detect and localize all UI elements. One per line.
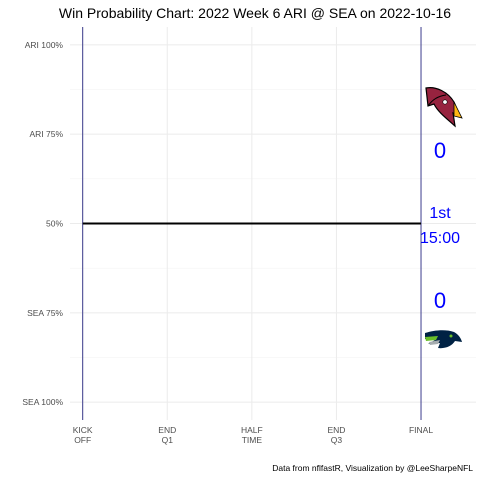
game-quarter: 1st <box>429 205 451 222</box>
x-tick-label: END <box>158 425 176 435</box>
x-tick-label-line2: Q3 <box>331 435 343 445</box>
home-team-score: 0 <box>434 288 446 313</box>
y-tick-labels: ARI 100% ARI 75% 50% SEA 75% SEA 100% <box>22 40 63 407</box>
x-tick-label-line2: OFF <box>74 435 91 445</box>
x-tick-label-line2: TIME <box>242 435 263 445</box>
x-tick-label: FINAL <box>409 425 433 435</box>
chart-title: Win Probability Chart: 2022 Week 6 ARI @… <box>59 5 451 21</box>
x-tick-label: KICK <box>73 425 93 435</box>
y-tick-label: ARI 75% <box>29 129 63 139</box>
game-clock: 15:00 <box>420 230 460 247</box>
seahawks-logo <box>425 330 462 349</box>
y-tick-label: SEA 75% <box>27 308 63 318</box>
x-tick-label: END <box>327 425 345 435</box>
y-tick-label: SEA 100% <box>22 397 63 407</box>
chart-caption: Data from nflfastR, Visualization by @Le… <box>272 463 473 473</box>
x-tick-label-line2: Q1 <box>162 435 174 445</box>
cardinals-logo <box>425 87 463 128</box>
away-team-score: 0 <box>434 138 446 163</box>
x-tick-label: HALF <box>241 425 263 435</box>
vertical-lines <box>82 27 422 420</box>
y-tick-label: 50% <box>46 219 63 229</box>
y-tick-label: ARI 100% <box>25 40 64 50</box>
